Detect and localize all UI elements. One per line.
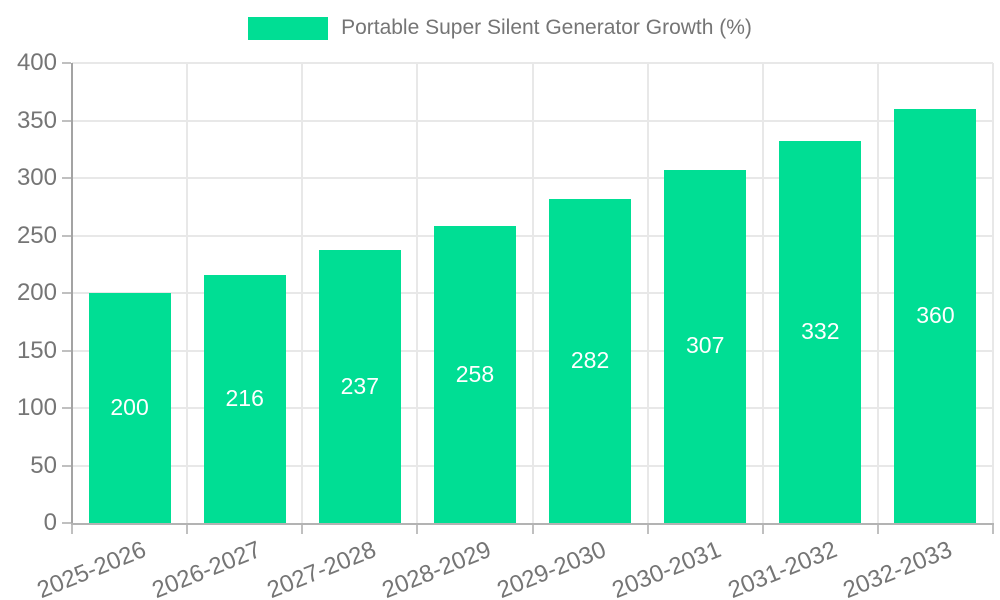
legend-label: Portable Super Silent Generator Growth (… [341, 16, 752, 39]
bar[interactable]: 200 [88, 293, 171, 523]
bar[interactable]: 360 [894, 109, 977, 523]
x-axis-category-label: 2030-2031 [608, 536, 726, 600]
bar[interactable]: 332 [779, 141, 862, 523]
y-axis-tick-label: 400 [16, 49, 57, 76]
y-axis-tick [62, 177, 71, 179]
y-axis-tick [62, 349, 71, 352]
x-axis-tick [761, 525, 764, 534]
y-axis-tick [62, 464, 71, 467]
bar-value-label: 237 [340, 372, 379, 399]
bar[interactable]: 216 [203, 274, 286, 523]
bar-value-label: 307 [686, 332, 725, 359]
y-axis-tick-label: 150 [16, 336, 57, 364]
x-axis-tick [646, 525, 649, 534]
x-axis-tick [186, 525, 189, 534]
y-axis-tick [62, 62, 71, 64]
bar[interactable]: 307 [664, 169, 747, 523]
bar[interactable]: 258 [433, 226, 516, 523]
x-axis-tick [71, 525, 73, 534]
x-gridline [761, 63, 764, 523]
x-gridline [186, 63, 189, 523]
y-axis-tick [62, 119, 71, 122]
bar-value-label: 360 [916, 302, 955, 328]
y-axis-tick-label: 350 [16, 106, 57, 134]
y-axis-tick-label: 0 [43, 509, 57, 536]
y-axis-tick [62, 234, 71, 237]
y-axis-tick-label: 300 [16, 164, 57, 191]
bar-value-label: 258 [455, 360, 495, 387]
y-axis-line [71, 63, 73, 525]
legend[interactable]: Portable Super Silent Generator Growth (… [0, 16, 1000, 40]
bar[interactable]: 237 [318, 250, 401, 523]
plot-area: 200 216 237 258 282 307 332 360 [72, 62, 994, 523]
x-axis-line [71, 523, 994, 525]
x-gridline [646, 63, 649, 523]
y-axis-tick [62, 292, 71, 294]
x-gridline [876, 63, 879, 523]
y-axis-tick-label: 100 [16, 394, 57, 421]
x-gridline [416, 63, 419, 523]
x-axis-category-label: 2031-2032 [723, 536, 841, 600]
x-axis-category-label: 2027-2028 [263, 536, 380, 600]
y-axis-tick-label: 250 [16, 221, 57, 249]
x-axis-tick [416, 525, 419, 534]
bar-value-label: 332 [801, 318, 840, 345]
x-axis-labels: 2025-2026 2026-2027 2027-2028 2028-2029 2029… [33, 523, 993, 600]
x-gridline [992, 63, 994, 523]
x-axis-category-label: 2028-2029 [378, 536, 496, 600]
legend-swatch[interactable] [248, 16, 329, 40]
x-axis-category-label: 2026-2027 [148, 536, 265, 600]
y-axis-tick-label: 200 [16, 279, 57, 306]
bar-value-label: 216 [225, 384, 264, 411]
y-axis-labels: 0 50 100 150 200 250 300 350 400 [0, 49, 57, 536]
x-axis-category-label: 2025-2026 [33, 536, 150, 600]
x-axis-tick [531, 525, 534, 534]
x-axis-tick [992, 525, 994, 534]
bar-value-label: 282 [570, 346, 610, 373]
x-gridline [531, 63, 534, 523]
x-gridline [301, 63, 304, 523]
bar-value-label: 200 [110, 394, 149, 420]
x-axis-category-label: 2032-2033 [839, 536, 956, 600]
x-axis-tick [301, 525, 304, 534]
y-axis-tick-label: 50 [30, 451, 57, 479]
x-axis-category-label: 2029-2030 [493, 536, 611, 600]
x-axis-tick [876, 525, 879, 534]
bar[interactable]: 282 [549, 198, 632, 523]
y-axis-tick [62, 407, 71, 409]
y-axis-tick [62, 522, 71, 524]
